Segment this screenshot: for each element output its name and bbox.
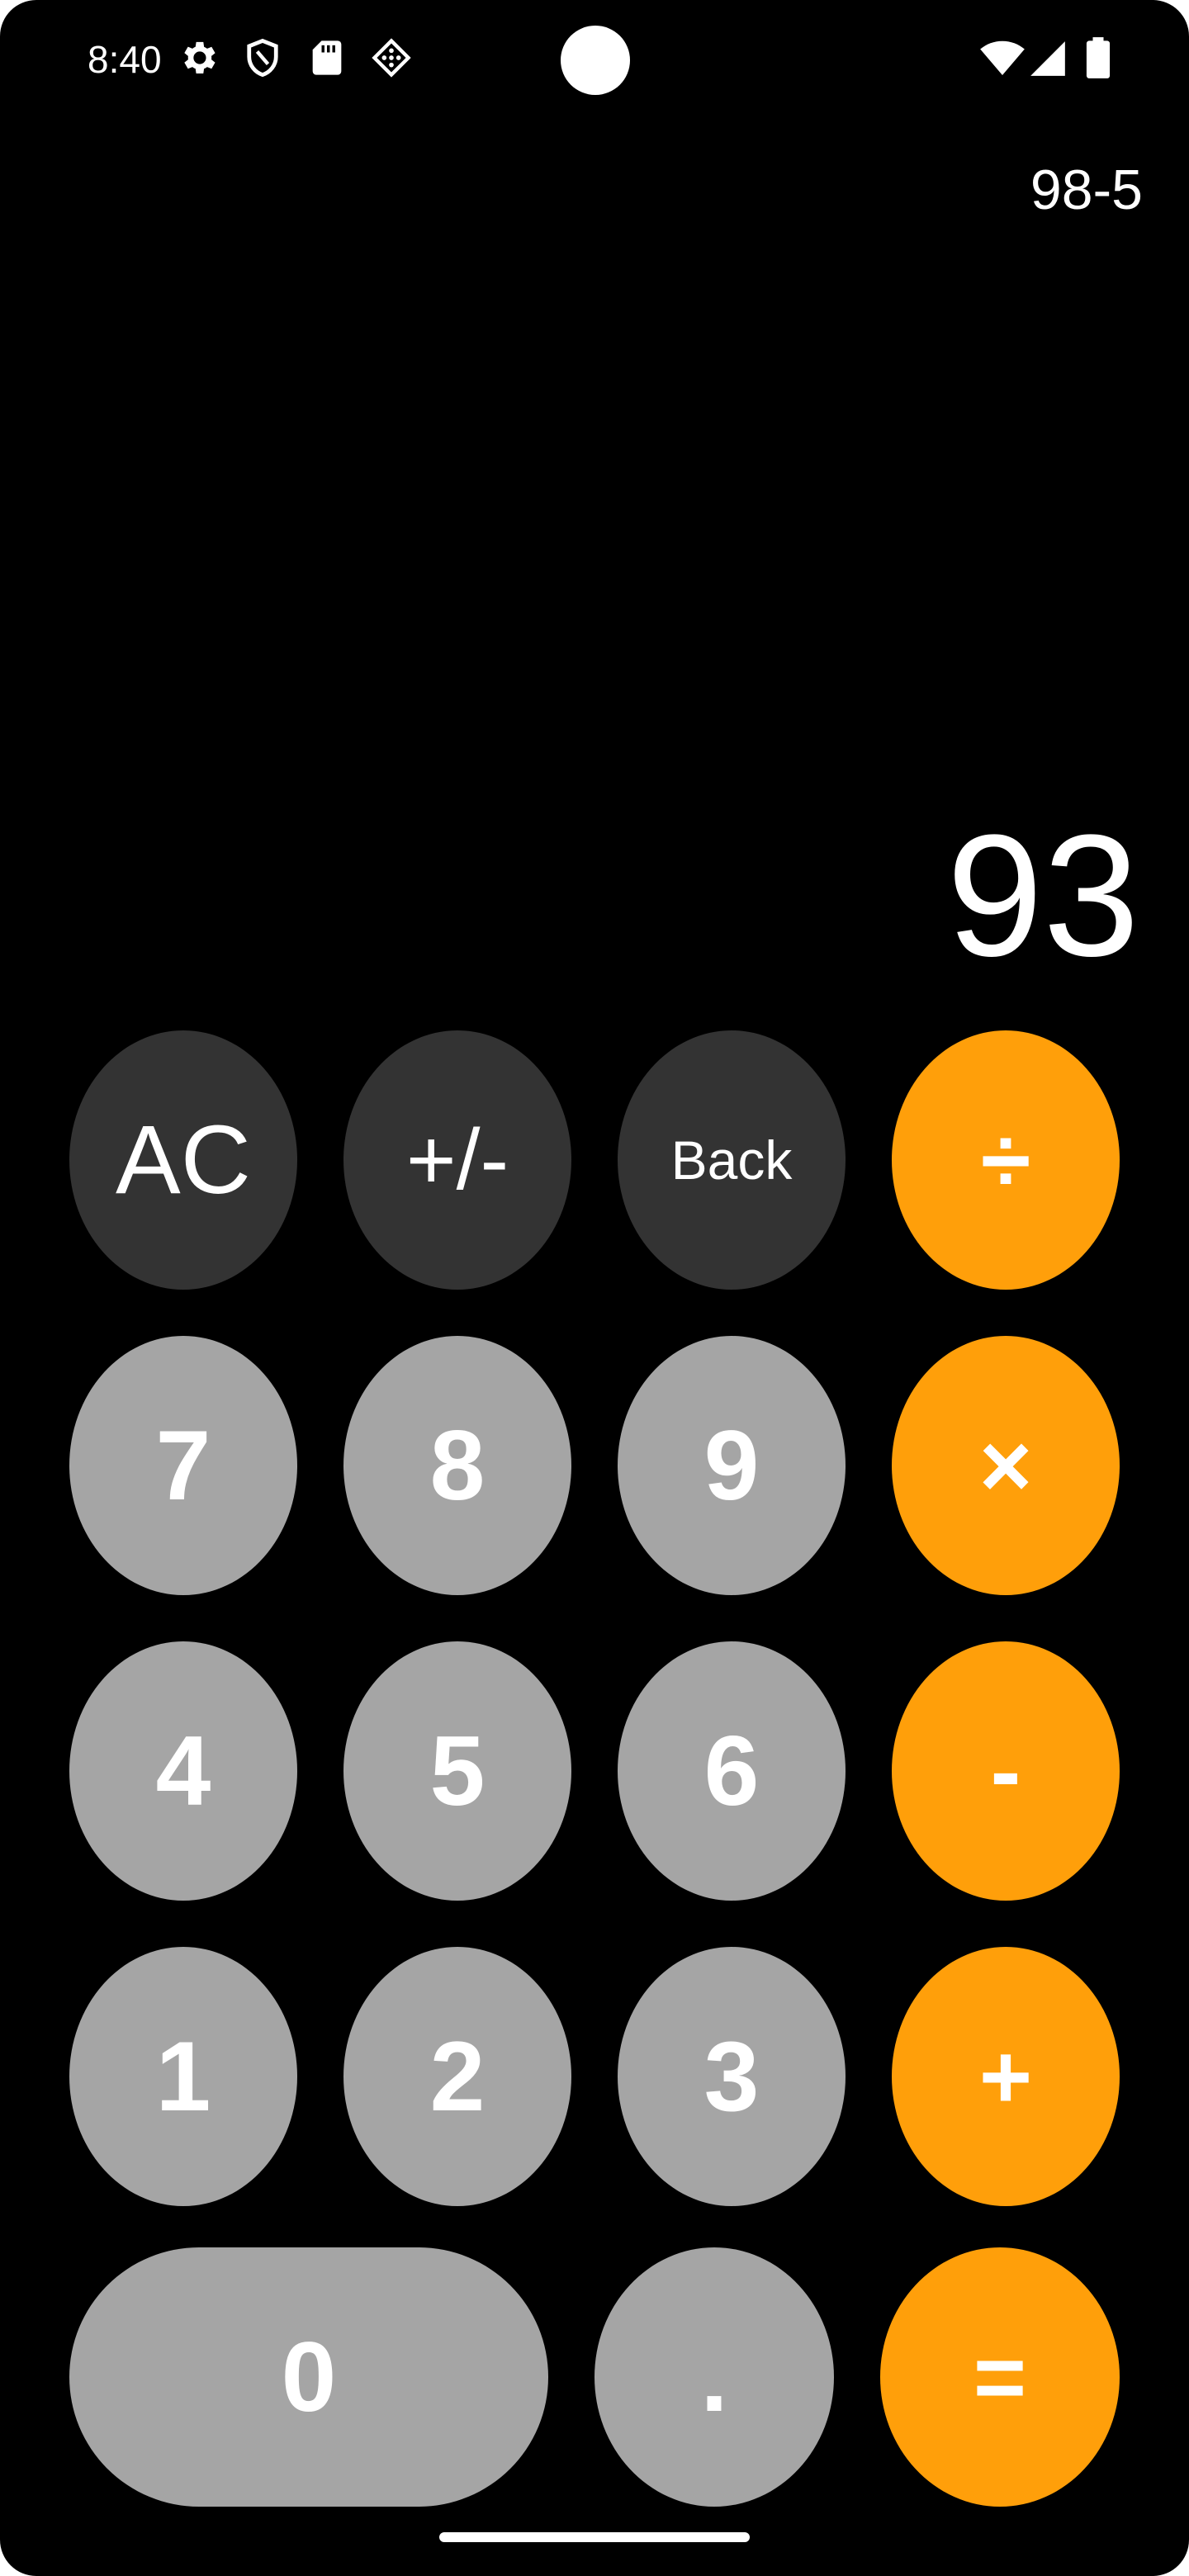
result-display: 93 bbox=[946, 798, 1139, 992]
digit-4-button[interactable]: 4 bbox=[69, 1641, 297, 1901]
digit-5-button[interactable]: 5 bbox=[343, 1641, 571, 1901]
decimal-point-button[interactable]: . bbox=[594, 2247, 834, 2507]
wifi-icon bbox=[979, 35, 1026, 81]
plus-minus-button[interactable]: +/- bbox=[343, 1030, 571, 1290]
plus-button[interactable]: + bbox=[892, 1947, 1120, 2206]
digit-7-button[interactable]: 7 bbox=[69, 1336, 297, 1595]
diamond-grid-icon bbox=[370, 36, 413, 79]
all-clear-button[interactable]: AC bbox=[69, 1030, 297, 1290]
equals-button[interactable]: = bbox=[880, 2247, 1120, 2507]
status-time: 8:40 bbox=[88, 38, 162, 81]
battery-icon bbox=[1082, 36, 1115, 79]
gear-icon bbox=[177, 36, 220, 79]
divide-button[interactable]: ÷ bbox=[892, 1030, 1120, 1290]
front-camera-cutout bbox=[561, 26, 630, 95]
digit-6-button[interactable]: 6 bbox=[618, 1641, 846, 1901]
shield-icon bbox=[241, 36, 284, 79]
signal-icon bbox=[1027, 38, 1068, 79]
expression-display: 98-5 bbox=[1030, 159, 1143, 221]
digit-2-button[interactable]: 2 bbox=[343, 1947, 571, 2206]
minus-button[interactable]: - bbox=[892, 1641, 1120, 1901]
digit-9-button[interactable]: 9 bbox=[618, 1336, 846, 1595]
sd-card-icon bbox=[306, 36, 348, 79]
digit-1-button[interactable]: 1 bbox=[69, 1947, 297, 2206]
backspace-button[interactable]: Back bbox=[618, 1030, 846, 1290]
digit-0-button[interactable]: 0 bbox=[69, 2247, 548, 2507]
digit-3-button[interactable]: 3 bbox=[618, 1947, 846, 2206]
digit-8-button[interactable]: 8 bbox=[343, 1336, 571, 1595]
multiply-button[interactable]: × bbox=[892, 1336, 1120, 1595]
home-gesture-bar[interactable] bbox=[439, 2532, 750, 2542]
